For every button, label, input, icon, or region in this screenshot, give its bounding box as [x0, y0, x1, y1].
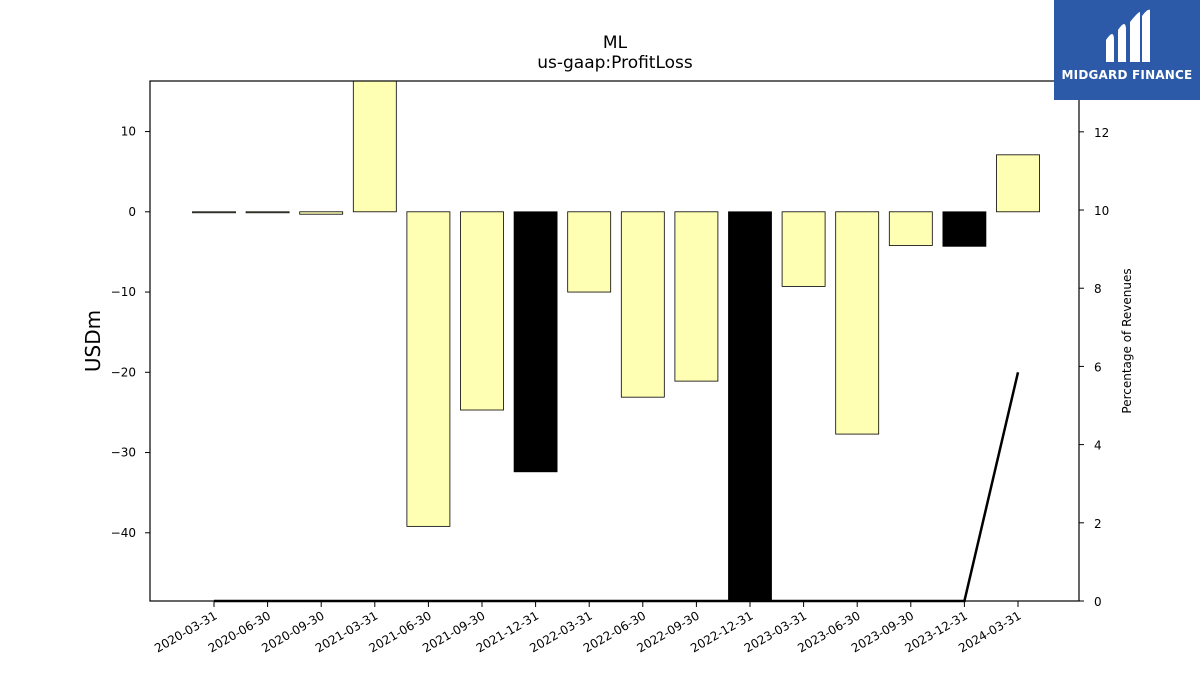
bar-2020-09-30: [299, 211, 344, 215]
bar-2021-03-31: [352, 80, 397, 213]
bar-2022-09-30: [674, 211, 719, 382]
bar-2021-09-30: [460, 211, 504, 411]
bar-2020-03-31: [192, 211, 236, 214]
secondary-line-group: [214, 371, 1020, 603]
y2-tick-label: 2: [1094, 517, 1102, 531]
bar-2021-06-30: [406, 211, 451, 527]
y2-tick-label: 10: [1094, 204, 1109, 218]
bar-2023-03-31: [781, 211, 826, 287]
y2-axis-ticks: 0 2 4 6 8 10 12: [1079, 126, 1109, 609]
y-axis-label: USDm: [81, 310, 105, 372]
brand-name: MIDGARD FINANCE: [1061, 68, 1193, 82]
plot-frame: [149, 80, 1080, 602]
x-axis-ticks: 2020-03-312020-06-302020-09-302021-03-31…: [152, 601, 1024, 655]
percentage-line: [214, 371, 1020, 603]
midgard-logo-icon: [1106, 9, 1150, 63]
y2-tick-label: 0: [1094, 595, 1102, 609]
y2-axis-label: Percentage of Revenues: [1120, 268, 1134, 413]
bar-2022-03-31: [567, 211, 612, 293]
y-tick-label: −10: [111, 285, 136, 299]
y2-tick-label: 6: [1094, 360, 1102, 374]
y-tick-label: −30: [111, 446, 136, 460]
y-tick-label: 10: [121, 125, 136, 139]
chart-subtitle: us-gaap:ProfitLoss: [537, 53, 693, 73]
y2-tick-label: 8: [1094, 282, 1102, 296]
y2-tick-label: 12: [1094, 126, 1109, 140]
chart-title: ML: [603, 33, 628, 53]
bar-2020-06-30: [245, 211, 290, 214]
bar-2021-12-31: [513, 211, 558, 473]
bar-2022-06-30: [620, 211, 665, 398]
y-tick-label: 0: [128, 205, 136, 219]
bar-2024-03-31: [996, 154, 1040, 213]
midgard-logo: MIDGARD FINANCE: [1054, 0, 1200, 100]
bar-2023-06-30: [835, 211, 880, 435]
bars-group: [192, 80, 1040, 602]
bar-2022-12-31: [728, 211, 772, 602]
y2-tick-label: 4: [1094, 439, 1102, 453]
bar-2023-12-31: [942, 211, 987, 247]
bar-2023-09-30: [888, 211, 933, 246]
y-tick-label: −40: [111, 526, 136, 540]
y-axis-ticks: 10 0 −10 −20 −30 −40: [111, 125, 150, 540]
y-tick-label: −20: [111, 365, 136, 379]
